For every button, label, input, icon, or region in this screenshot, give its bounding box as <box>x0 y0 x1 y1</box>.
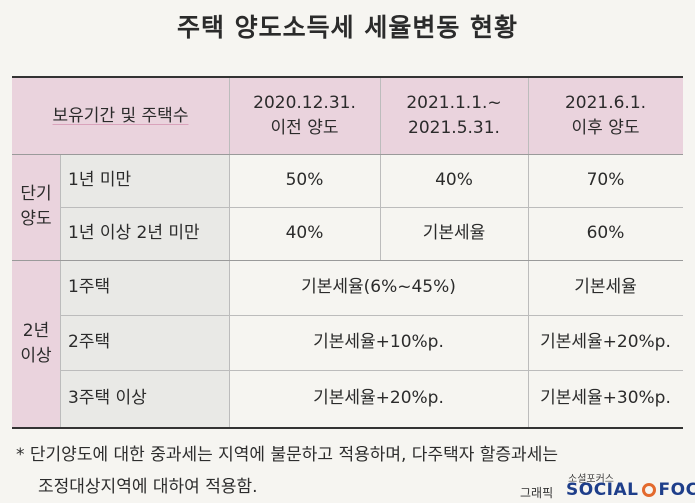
divider <box>12 154 683 155</box>
header-period-3: 2021.6.1. 이후 양도 <box>528 78 683 154</box>
row-label-3-plus-houses: 3주택 이상 <box>60 370 229 427</box>
cell-2-houses-after-june: 기본세율+20%p. <box>540 332 671 353</box>
row-label-under-1y: 1년 미만 <box>60 154 229 207</box>
divider <box>229 78 230 427</box>
cell-under-1y-p3: 70% <box>586 170 625 191</box>
cell-1-house-before-june: 기본세율(6%~45%) <box>301 277 456 298</box>
tax-rate-table: 보유기간 및 주택수 2020.12.31. 이전 양도 2021.1.1.~ … <box>12 78 683 427</box>
divider <box>60 315 683 316</box>
row-label-1y-2y: 1년 이상 2년 미만 <box>60 207 229 260</box>
footnote-line-1: * 단기양도에 대한 중과세는 지역에 불문하고 적용하며, 다주택자 할증과세… <box>16 445 558 465</box>
cell-under-1y-p1: 50% <box>285 170 324 191</box>
row-label: 3주택 이상 <box>68 388 147 409</box>
divider <box>12 260 683 261</box>
row-label: 2주택 <box>68 332 111 353</box>
row-label: 1년 미만 <box>68 170 132 191</box>
page-title: 주택 양도소득세 세율변동 현황 <box>176 13 519 42</box>
group-long-term-line1: 2년 <box>22 320 50 341</box>
table-top-rule <box>12 76 683 78</box>
header-period-1-line2: 이전 양도 <box>270 118 339 138</box>
brand-graphic-label: 그래픽 <box>520 486 554 500</box>
header-period-1-line1: 2020.12.31. <box>253 93 356 114</box>
divider <box>60 154 61 427</box>
cell-2-houses-before-june: 기본세율+10%p. <box>313 332 444 353</box>
brand-logo: SOCIAL FOCUS <box>566 480 695 500</box>
cell-1-house-after-june: 기본세율 <box>574 277 637 298</box>
row-label: 1주택 <box>68 277 111 298</box>
header-category-label: 보유기간 및 주택수 <box>52 105 189 126</box>
cell-1y-2y-p2: 기본세율 <box>422 223 486 244</box>
divider <box>528 78 529 427</box>
cell-1y-2y-p1: 40% <box>285 223 324 244</box>
brand-subtitle: 소셜포커스 <box>568 474 614 485</box>
header-period-3-line2: 이후 양도 <box>571 118 640 138</box>
header-period-1: 2020.12.31. 이전 양도 <box>229 78 380 154</box>
header-period-2-line1: 2021.1.1.~ <box>406 93 502 114</box>
group-long-term: 2년 이상 <box>12 260 60 427</box>
cell-3-plus-before-june: 기본세율+20%p. <box>313 388 444 409</box>
cell-under-1y-p2: 40% <box>435 170 473 191</box>
cell-3-plus-after-june: 기본세율+30%p. <box>540 388 671 409</box>
row-label: 1년 이상 2년 미만 <box>68 223 200 244</box>
divider <box>380 78 381 260</box>
divider <box>60 207 683 208</box>
row-label-1-house: 1주택 <box>60 260 229 315</box>
header-period-2: 2021.1.1.~ 2021.5.31. <box>380 78 528 154</box>
cell-1y-2y-p3: 60% <box>586 223 625 244</box>
focus-ring-icon <box>641 483 656 497</box>
header-category-cell: 보유기간 및 주택수 <box>12 78 229 154</box>
table-bottom-rule <box>12 427 683 429</box>
row-label-2-houses: 2주택 <box>60 315 229 370</box>
brand-social: SOCIAL <box>566 480 639 500</box>
group-short-term: 단기 양도 <box>12 154 60 260</box>
divider <box>60 370 683 371</box>
group-short-term-line1: 단기 <box>20 184 52 205</box>
footnote-line-2: 조정대상지역에 대하여 적용함. <box>38 477 258 497</box>
group-short-term-line2: 양도 <box>20 209 52 229</box>
header-period-2-line2: 2021.5.31. <box>408 118 500 138</box>
header-period-3-line1: 2021.6.1. <box>564 93 647 114</box>
brand-focus: FOCUS <box>658 480 695 500</box>
group-long-term-line2: 이상 <box>20 345 52 366</box>
